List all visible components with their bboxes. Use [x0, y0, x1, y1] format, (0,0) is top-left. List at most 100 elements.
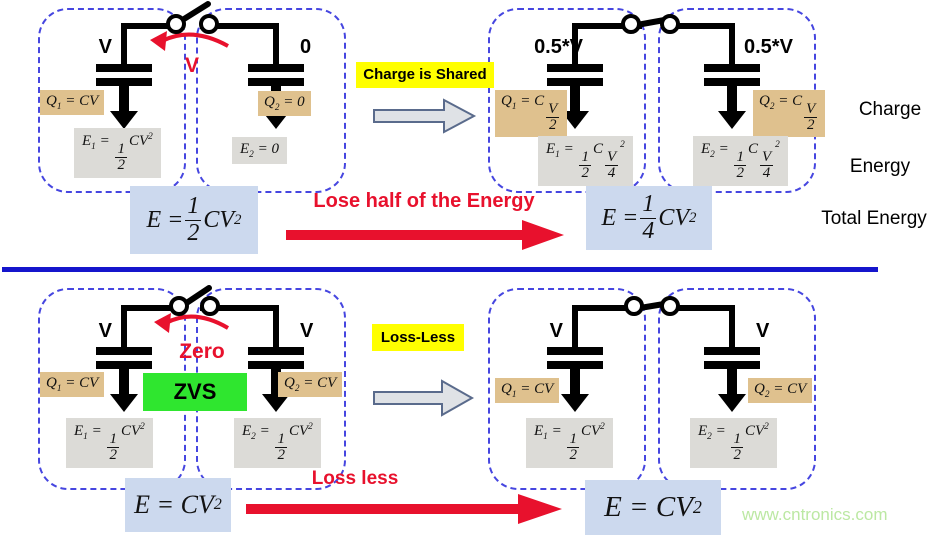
current-arrow-head-icon: [110, 111, 138, 129]
capacitor-plate: [96, 347, 152, 355]
wire: [124, 23, 182, 29]
capacitor-plate: [704, 64, 760, 72]
current-arrow-head-icon: [561, 394, 589, 412]
charge-formula: Q2 = CV: [748, 378, 813, 403]
charge-formula: Q1 = CV: [40, 372, 105, 397]
voltage-label: V: [98, 320, 112, 342]
circuit-cell-lossless: V Q2 = CV E2 = 1 2 CV2: [658, 288, 816, 490]
capacitor-plate: [248, 347, 304, 355]
wire: [200, 305, 278, 311]
current-arrow-head-icon: [262, 394, 290, 412]
wire: [575, 305, 642, 311]
energy-formula: E2 = 0: [232, 137, 287, 164]
wire: [273, 23, 279, 67]
switch-open-icon: [166, 1, 219, 34]
arc-zero-label: Zero: [179, 340, 225, 363]
charge-formula: Q2 = 0: [258, 91, 311, 116]
wire: [662, 23, 734, 29]
capacitor-plate: [547, 361, 603, 369]
switch-closed-icon: [621, 14, 680, 34]
wire: [662, 305, 734, 311]
wire: [124, 305, 182, 311]
transition-arrow-icon: [373, 98, 477, 134]
wire: [575, 23, 642, 29]
current-arrow: [119, 86, 129, 112]
section-divider: [2, 267, 878, 272]
wire: [121, 23, 127, 67]
charge-formula: Q1 = CV: [495, 378, 560, 403]
total-energy-after: E = CV 2: [585, 480, 721, 535]
circuit-cell-lossless: V Q1 = CV E1 = 1 2 CV2: [488, 288, 646, 490]
circuit-cell-charged: V Q1 = CV E1 = 1 2 CV2: [38, 8, 186, 193]
capacitor-plate: [704, 361, 760, 369]
voltage-label: 0.5*V: [744, 36, 793, 58]
arc-voltage-label: V: [184, 54, 199, 77]
current-arrow: [570, 369, 580, 395]
circuit-cell-zvs: V Q2 = CV E2 = 1 2 CV2: [196, 288, 346, 490]
charge-formula: Q1 = CV: [40, 90, 105, 115]
switch-open-icon: [169, 285, 220, 316]
capacitor-plate: [704, 78, 760, 86]
total-energy-before: E = CV 2: [125, 478, 231, 532]
wire: [121, 305, 127, 350]
voltage-label: V: [756, 320, 770, 342]
current-arrow: [570, 86, 580, 112]
total-energy-before: E = 1 2 CV 2: [130, 186, 258, 254]
loss-less-text: Loss less: [311, 468, 399, 489]
wire: [572, 23, 578, 67]
energy-formula: E2 = 1 2 CV2: [234, 418, 321, 468]
capacitor-plate: [704, 347, 760, 355]
switch-closed-icon: [624, 296, 680, 316]
voltage-label: 0.5*V: [534, 36, 583, 58]
energy-formula: E1 = 1 2 CV2: [66, 418, 153, 468]
voltage-label: V: [300, 320, 314, 342]
wire: [273, 305, 279, 350]
capacitor-plate: [547, 78, 603, 86]
row-label-charge: Charge: [858, 99, 922, 120]
circuit-cell-empty: 0 Q2 = 0 E2 = 0: [196, 8, 346, 193]
energy-formula: E2 = 1 2 CV2: [690, 418, 777, 468]
capacitor-plate: [248, 78, 304, 86]
wire: [729, 305, 735, 350]
red-arrow-icon: [246, 494, 562, 524]
row-label-energy: Energy: [849, 156, 911, 177]
charge-shared-badge: Charge is Shared: [356, 62, 494, 88]
current-arrow: [271, 369, 281, 395]
current-arrow-head-icon: [110, 394, 138, 412]
transition-arrow-icon: [373, 379, 475, 417]
capacitor-plate: [547, 64, 603, 72]
wire: [200, 23, 278, 29]
circuit-cell-zvs: V Q1 = CV E1 = 1 2 CV2: [38, 288, 186, 490]
capacitor-plate: [96, 78, 152, 86]
discharge-arc-icon: [150, 31, 229, 51]
lose-half-text: Lose half of the Energy: [313, 190, 535, 212]
zvs-badge: ZVS: [143, 373, 247, 411]
current-arrow-head-icon: [718, 111, 746, 129]
charge-formula: Q2 = CV: [278, 372, 343, 397]
row-label-total-energy: Total Energy: [821, 208, 927, 229]
voltage-label: V: [549, 320, 563, 342]
capacitor-plate: [248, 64, 304, 72]
current-arrow-head-icon: [718, 394, 746, 412]
energy-formula: E1 = 1 2 CV2: [526, 418, 613, 468]
voltage-label: V: [98, 36, 112, 58]
wire: [572, 305, 578, 350]
total-energy-after: E = 1 4 CV 2: [586, 186, 712, 250]
watermark: www.cntronics.com: [742, 505, 888, 524]
discharge-arc-icon: [154, 313, 230, 333]
capacitor-plate: [96, 361, 152, 369]
current-arrow-head-icon: [561, 111, 589, 129]
loss-less-badge: Loss-Less: [372, 324, 464, 351]
capacitor-plate: [96, 64, 152, 72]
energy-formula: E1 = 1 2 CV2: [74, 128, 161, 178]
wire: [729, 23, 735, 67]
current-arrow: [119, 369, 129, 395]
capacitor-plate: [248, 361, 304, 369]
